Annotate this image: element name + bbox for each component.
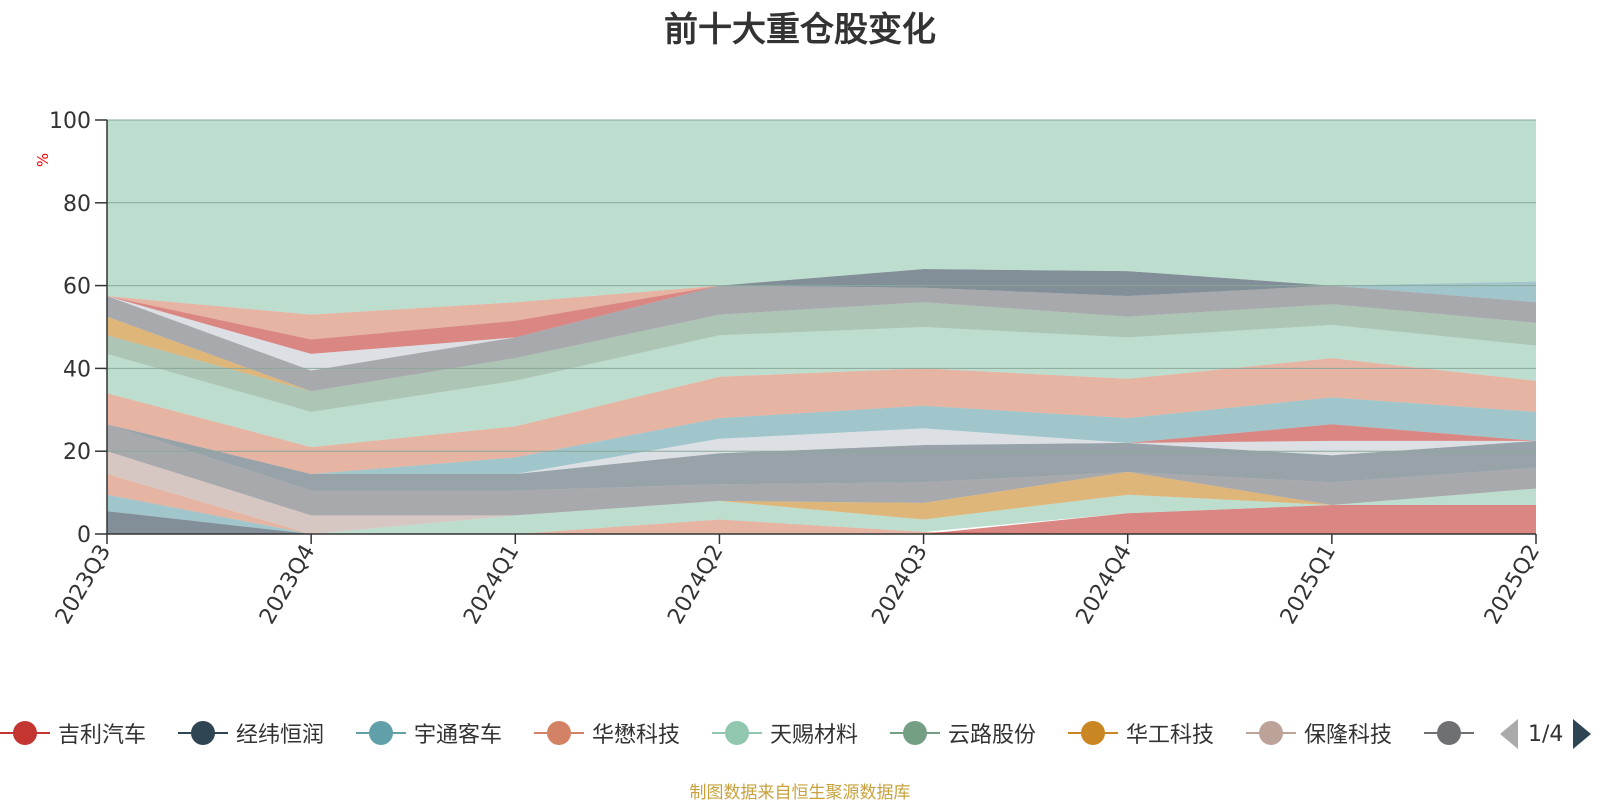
- area-band-19: [107, 285, 1536, 340]
- source-note: 制图数据来自恒生聚源数据库: [689, 783, 911, 803]
- legend-marker-icon: [1246, 718, 1296, 748]
- legend-label: 保隆科技: [1304, 723, 1393, 748]
- x-tick-label: 2024Q2: [663, 541, 728, 629]
- legend-item[interactable]: 吉利汽车: [0, 708, 146, 758]
- legend: 吉利汽车 经纬恒润 宇通客车 华懋科技 天赐材料 云路股份 华工科技 保隆科技: [0, 708, 1490, 758]
- area-band-4: [107, 474, 1536, 534]
- y-tick-label: 20: [63, 440, 91, 465]
- legend-item[interactable]: 天赐材料: [712, 708, 858, 758]
- legend-pager: 1/4: [1500, 716, 1592, 752]
- legend-item[interactable]: 宇通客车: [356, 708, 502, 758]
- legend-label: 吉利汽车: [58, 723, 147, 748]
- area-band-20: [107, 269, 1536, 315]
- legend-label: 宇通客车: [414, 723, 503, 748]
- legend-item[interactable]: [1424, 708, 1482, 758]
- x-tick-label: 2024Q1: [459, 541, 524, 629]
- legend-label: 华懋科技: [592, 723, 681, 748]
- area-band-11: [107, 397, 1536, 474]
- area-band-8: [107, 424, 1536, 491]
- area-band-14: [107, 302, 1536, 412]
- legend-page-indicator: 1/4: [1528, 721, 1564, 747]
- legend-marker-icon: [712, 718, 762, 748]
- area-band-18: [107, 285, 1536, 354]
- area-band-5: [107, 471, 1536, 534]
- legend-label: 天赐材料: [770, 723, 859, 748]
- legend-label: 华工科技: [1126, 723, 1215, 748]
- legend-next-page-button[interactable]: [1573, 719, 1592, 749]
- y-tick-label: 0: [77, 523, 91, 548]
- area-band-0: [107, 511, 1536, 534]
- legend-marker-icon: [356, 718, 406, 748]
- legend-item[interactable]: 华懋科技: [534, 708, 680, 758]
- area-band-3: [107, 505, 1536, 534]
- y-axis-unit-label: %: [34, 153, 52, 167]
- legend-marker-icon: [0, 718, 50, 748]
- y-tick-label: 100: [49, 109, 91, 134]
- area-band-13: [107, 324, 1536, 448]
- legend-item[interactable]: 经纬恒润: [178, 708, 324, 758]
- x-tick-label: 2023Q3: [51, 541, 116, 629]
- legend-prev-page-button[interactable]: [1500, 719, 1518, 749]
- legend-label: 云路股份: [948, 723, 1037, 748]
- legend-marker-icon: [178, 718, 228, 748]
- area-band-7: [107, 424, 1536, 516]
- legend-item[interactable]: 保隆科技: [1246, 708, 1392, 758]
- legend-label: 经纬恒润: [236, 723, 325, 748]
- x-tick-label: 2024Q4: [1072, 541, 1137, 629]
- area-band-12: [107, 358, 1536, 474]
- x-tick-label: 2025Q1: [1276, 541, 1341, 629]
- y-tick-label: 60: [63, 275, 91, 300]
- x-tick-label: 2023Q4: [255, 541, 320, 629]
- legend-marker-icon: [1068, 718, 1118, 748]
- x-tick-label: 2025Q2: [1480, 541, 1545, 629]
- legend-marker-icon: [534, 718, 584, 748]
- x-tick-label: 2024Q3: [867, 541, 932, 629]
- legend-item[interactable]: 华工科技: [1068, 708, 1214, 758]
- legend-item[interactable]: 云路股份: [890, 708, 1036, 758]
- y-tick-label: 40: [63, 357, 91, 382]
- area-band-9: [107, 424, 1536, 474]
- legend-marker-icon: [890, 718, 940, 748]
- area-band-22: [107, 120, 1536, 315]
- area-band-16: [107, 285, 1536, 392]
- y-tick-label: 80: [63, 192, 91, 217]
- gridlines: [107, 119, 1536, 452]
- legend-marker-icon: [1424, 718, 1474, 748]
- area-bands: [107, 120, 1536, 534]
- chart-title: 前十大重仓股变化: [664, 10, 936, 50]
